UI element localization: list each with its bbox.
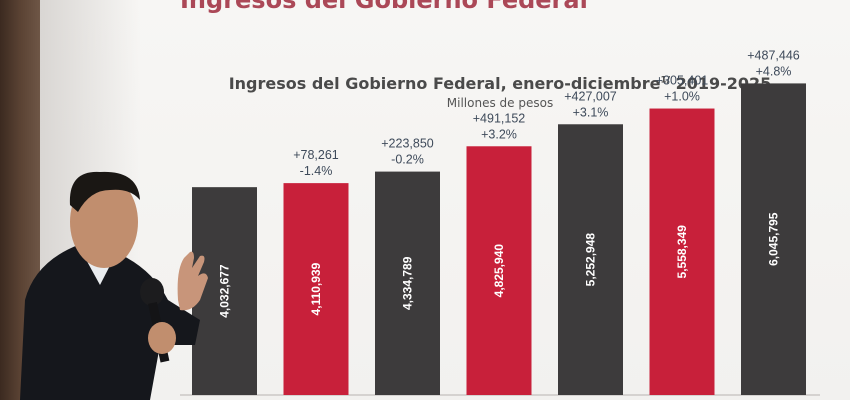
change-pct-label-5: +1.0% xyxy=(664,90,700,104)
change-abs-label-2: +223,850 xyxy=(381,137,434,151)
change-abs-label-3: +491,152 xyxy=(473,111,526,125)
bar-value-label-4: 5,252,948 xyxy=(584,233,598,287)
bar-value-label-3: 4,825,940 xyxy=(492,244,506,298)
change-abs-label-1: +78,261 xyxy=(293,148,339,162)
speaker-hair xyxy=(69,171,140,212)
change-abs-label-6: +487,446 xyxy=(747,48,800,62)
bar-3 xyxy=(466,146,532,395)
bar-1 xyxy=(283,183,349,395)
bar-5 xyxy=(649,108,715,395)
slide-top-title: Ingresos del Gobierno Federal xyxy=(180,0,588,14)
bar-value-label-5: 5,558,349 xyxy=(675,225,689,279)
change-pct-label-2: -0.2% xyxy=(391,153,424,167)
bar-4 xyxy=(558,124,623,395)
change-abs-label-5: +305,401 xyxy=(656,74,709,88)
bar-value-label-1: 4,110,939 xyxy=(309,262,323,315)
change-pct-label-1: -1.4% xyxy=(300,164,333,178)
bar-value-label-0: 4,032,677 xyxy=(218,264,232,318)
bar-value-label-6: 6,045,795 xyxy=(767,212,781,266)
bar-value-label-2: 4,334,789 xyxy=(401,256,415,310)
speaker-suit xyxy=(20,245,200,400)
chart-title-text: Ingresos del Gobierno Federal, enero-dic… xyxy=(228,74,661,93)
chart-title-footnote: 1/ xyxy=(660,75,671,86)
change-abs-label-4: +427,007 xyxy=(564,89,617,103)
change-pct-label-3: +3.2% xyxy=(481,127,517,141)
change-pct-label-4: +3.1% xyxy=(573,105,609,119)
speaker-hand-raised xyxy=(177,251,208,311)
chart-subtitle: Millones de pesos xyxy=(446,96,554,110)
bar-2 xyxy=(375,171,440,395)
bar-6 xyxy=(741,83,806,395)
change-pct-label-6: +4.8% xyxy=(756,64,792,78)
speaker-hand-mic xyxy=(148,322,176,354)
microphone-head xyxy=(140,278,164,306)
chart-title: Ingresos del Gobierno Federal, enero-dic… xyxy=(160,74,840,93)
